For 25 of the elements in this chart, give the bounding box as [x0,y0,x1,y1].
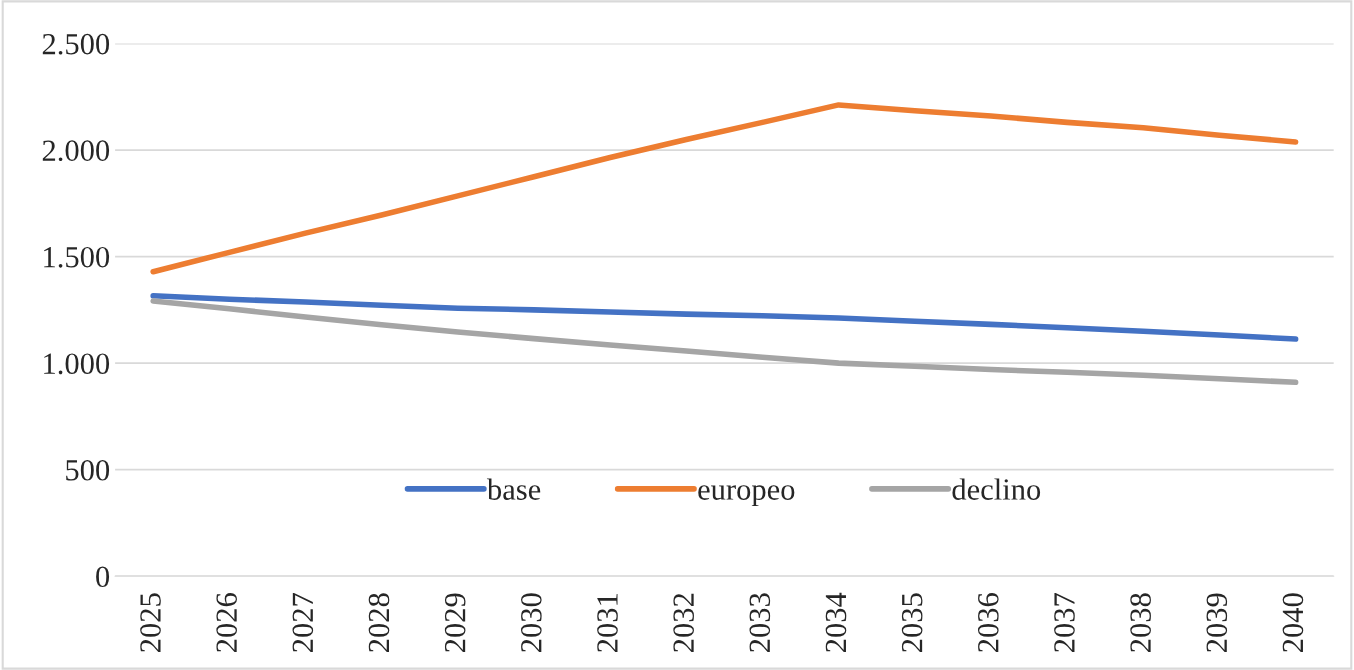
x-tick-label: 2029 [444,593,466,652]
legend-label: declino [952,478,1041,500]
x-tick-label: 2028 [368,593,390,652]
y-tick-label: 0 [96,566,110,588]
y-tick-label: 1.500 [44,246,110,268]
x-tick-label: 2035 [901,593,923,652]
x-tick-label: 2031 [597,594,618,652]
x-tick-label: 2040 [1282,593,1304,652]
y-tick-label: 1.000 [44,353,110,375]
legend-label: base [486,478,541,500]
x-tick-label: 2039 [1206,593,1228,652]
x-tick-label: 2030 [521,593,542,652]
x-tick-label: 2036 [977,593,999,652]
y-tick-label: 500 [66,459,110,481]
x-tick-label: 2034 [825,592,847,652]
x-tick-label: 2032 [673,593,694,652]
x-tick-label: 2037 [1054,593,1075,652]
x-tick-label: 2027 [292,593,314,652]
x-tick-label: 2025 [140,593,161,652]
x-tick-label: 2033 [749,593,771,652]
x-tick-label: 2026 [216,593,237,652]
legend-label: europeo [698,485,795,507]
x-tick-label: 2038 [1130,593,1151,652]
y-tick-label: 2.000 [42,140,110,162]
y-tick-label: 2.500 [42,33,110,55]
